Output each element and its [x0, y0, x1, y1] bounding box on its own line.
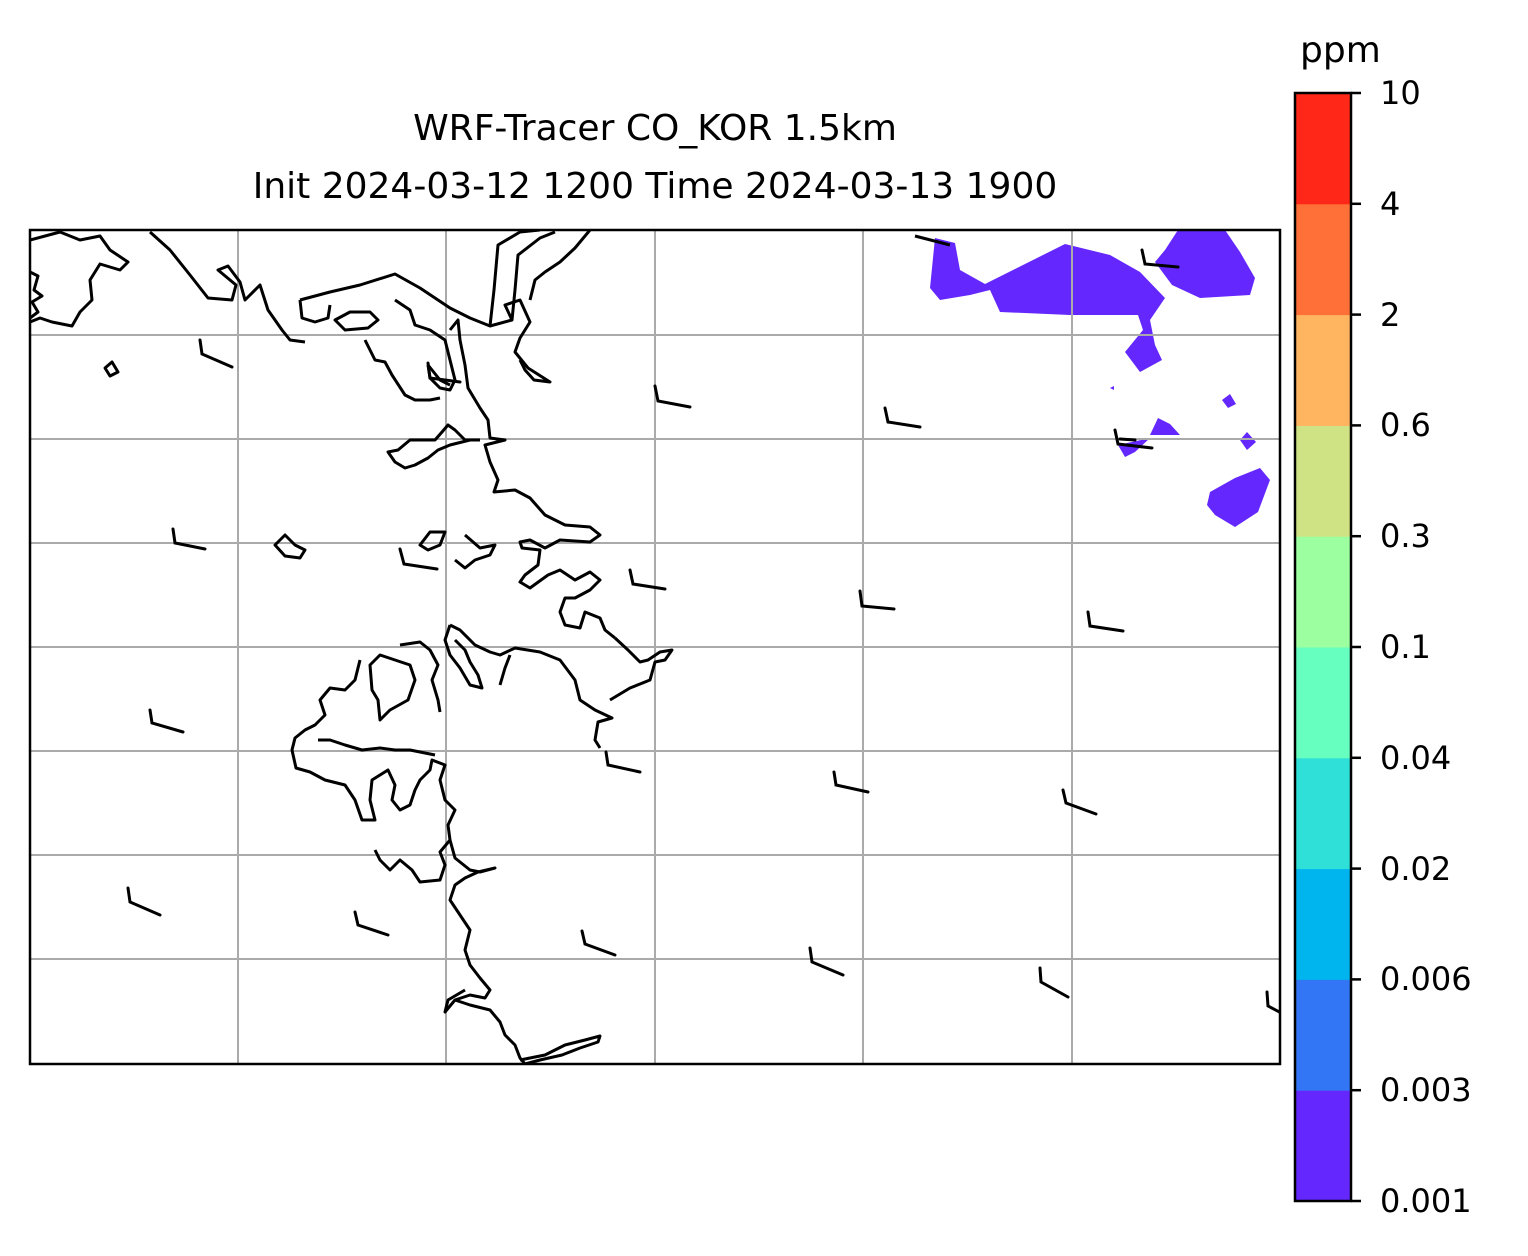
colorbar-tick-label: 0.3: [1380, 517, 1431, 556]
wind-barb: [1140, 248, 1180, 269]
coastline: [290, 659, 457, 884]
map-subtitle: Init 2024-03-12 1200 Time 2024-03-13 190…: [252, 166, 1058, 207]
wind-barb: [604, 750, 642, 774]
wind-barb: [808, 946, 845, 977]
wind-barb: [1086, 610, 1125, 633]
colorbar-tick-label: 0.04: [1380, 738, 1452, 777]
coastline: [488, 230, 556, 327]
colorbar: [1293, 91, 1361, 1203]
wind-barb: [653, 384, 692, 409]
coastline: [498, 654, 512, 686]
wind-barb: [398, 547, 439, 571]
colorbar-band: [1295, 868, 1351, 980]
wind-barb: [126, 886, 162, 917]
wind-barb: [628, 568, 667, 591]
tracer-area: [1240, 432, 1256, 450]
coastline: [148, 230, 306, 344]
tracer-area: [1150, 418, 1180, 435]
coastline: [443, 624, 484, 690]
tracer-area: [1155, 230, 1255, 298]
colorbar-tick-label: 0.003: [1380, 1071, 1472, 1110]
coastline: [399, 640, 442, 713]
wind-barb: [148, 708, 185, 734]
coastline: [528, 230, 592, 301]
coastline: [30, 230, 130, 328]
coastline: [333, 310, 380, 332]
tracer-area: [1110, 386, 1114, 390]
coastline: [914, 234, 951, 247]
colorbar-band: [1295, 1090, 1351, 1202]
colorbar-band: [1295, 314, 1351, 426]
wind-barb: [858, 589, 896, 611]
colorbar-tick-label: 0.6: [1380, 406, 1431, 445]
tracer-concentration-fill: [930, 230, 1270, 527]
wind-barb: [353, 910, 390, 937]
coastline: [519, 1034, 602, 1064]
colorbar-tick-label: 0.02: [1380, 849, 1452, 888]
wind-barb: [1113, 428, 1154, 450]
wind-barb: [1038, 966, 1070, 999]
tracer-area: [1222, 394, 1236, 408]
coastline: [609, 636, 674, 702]
wind-barb: [171, 527, 207, 551]
colorbar-band: [1295, 536, 1351, 648]
coastline: [454, 533, 497, 570]
map-frame: [28, 228, 1282, 1066]
tracer-area: [1118, 438, 1150, 457]
colorbar-tick-label: 0.006: [1380, 960, 1472, 999]
colorbar-band: [1295, 647, 1351, 759]
colorbar-tick-label: 0.1: [1380, 628, 1431, 666]
map-title: WRF-Tracer CO_KOR 1.5km: [413, 108, 897, 149]
wind-barb: [1061, 788, 1098, 816]
colorbar-tick-label: 4: [1380, 184, 1401, 223]
coastline: [273, 533, 307, 560]
wind-barb: [832, 770, 870, 794]
coastlines: [30, 230, 951, 1064]
coastline: [368, 653, 417, 722]
wind-barb: [580, 929, 617, 957]
coastline: [394, 298, 457, 392]
wind-barbs: [126, 248, 1280, 1015]
wind-barb: [1118, 437, 1137, 442]
colorbar-band: [1295, 93, 1351, 205]
gridlines: [30, 230, 1280, 1064]
coastline: [299, 272, 552, 384]
tracer-area: [930, 238, 1165, 372]
wind-barb: [198, 338, 234, 369]
colorbar-band: [1295, 203, 1351, 316]
coastline: [443, 839, 497, 1014]
colorbar-band: [1295, 425, 1351, 537]
coastline: [418, 530, 447, 552]
colorbar-band: [1295, 757, 1351, 870]
coastline: [318, 738, 436, 757]
coastline: [386, 423, 480, 470]
coastline: [449, 623, 614, 749]
colorbar-tick-label: 2: [1380, 295, 1401, 334]
wind-barb: [426, 361, 462, 384]
wind-barb: [883, 406, 922, 429]
colorbar-tick-label: 10: [1380, 74, 1421, 112]
tracer-area: [1207, 468, 1270, 527]
coastline: [448, 318, 616, 640]
coastline: [103, 360, 120, 378]
coastline: [363, 339, 441, 402]
coastline: [454, 998, 527, 1064]
colorbar-tick-label: 0.001: [1380, 1182, 1472, 1220]
colorbar-unit-label: ppm: [1300, 30, 1381, 71]
wind-barb: [1265, 990, 1280, 1015]
coastline: [298, 299, 332, 324]
colorbar-band: [1295, 979, 1351, 1091]
